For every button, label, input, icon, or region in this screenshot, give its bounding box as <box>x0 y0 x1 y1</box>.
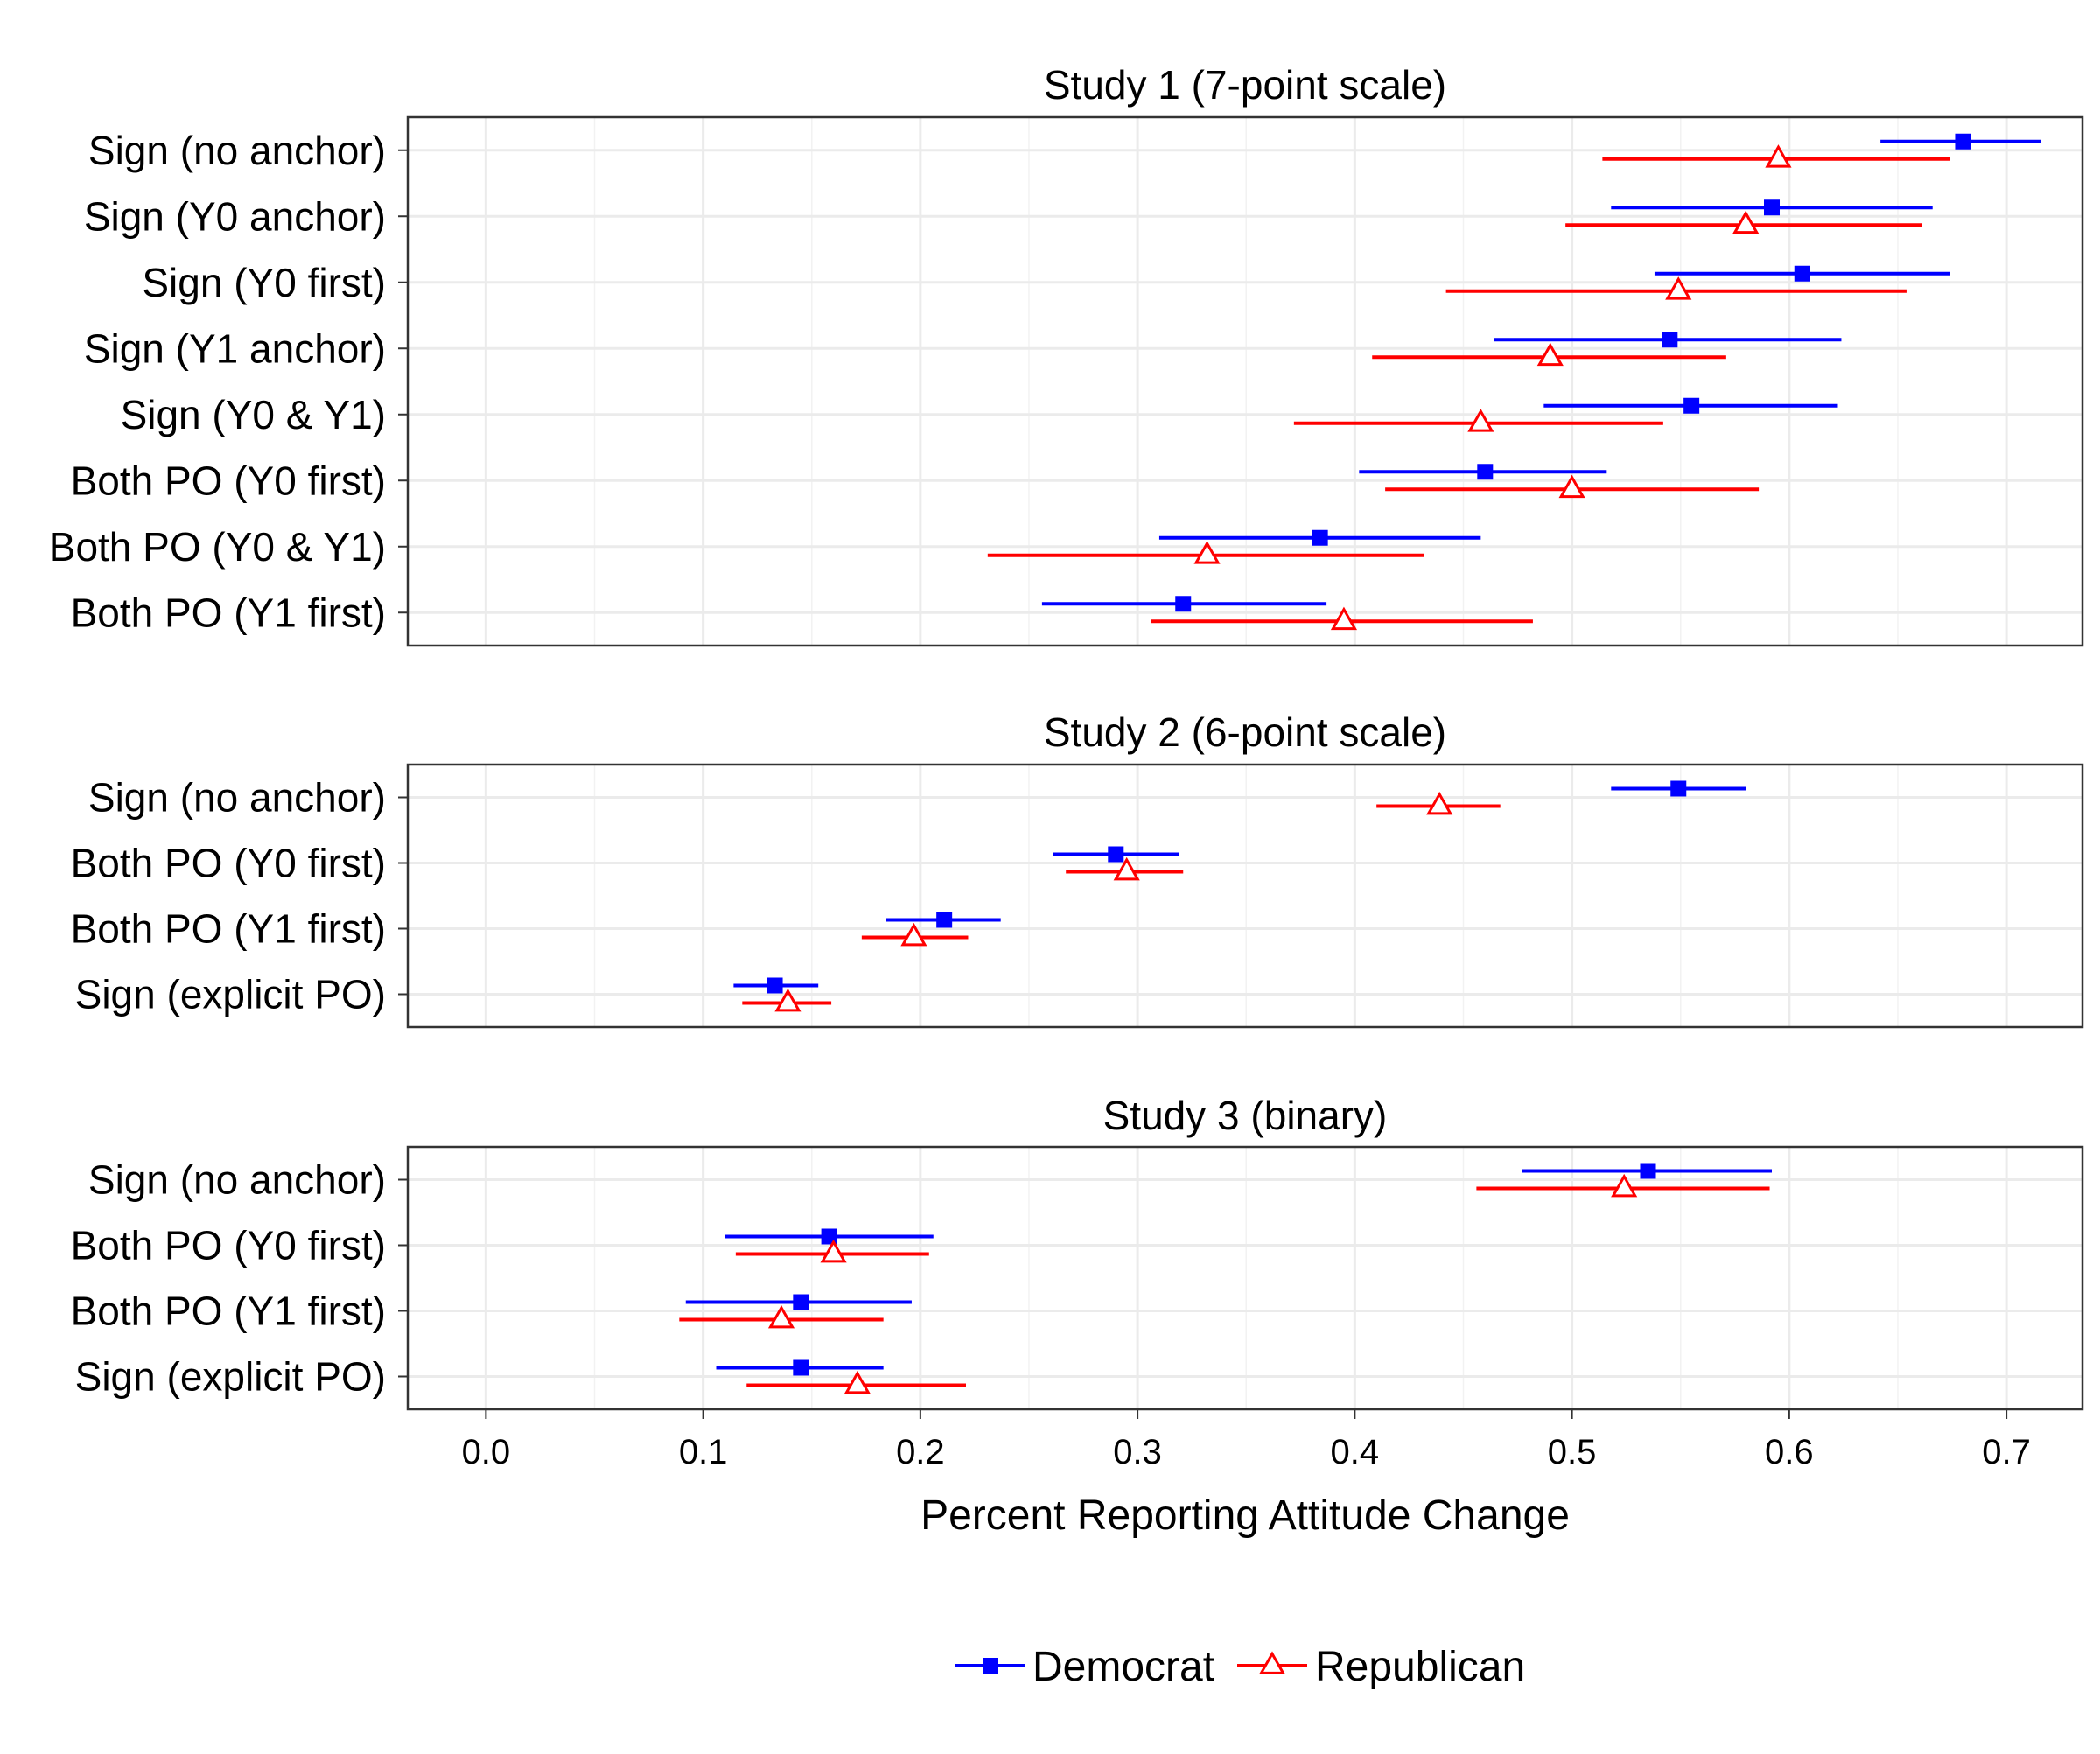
point-republican <box>844 1370 871 1394</box>
x-tick-label: 0.5 <box>1548 1433 1597 1471</box>
panel-1: Study 1 (7-point scale) Sign (no anchor) S… <box>49 62 2084 647</box>
panel-background <box>408 117 2082 646</box>
point-republican <box>1467 409 1494 432</box>
panel-2: Study 2 (6-point scale) Sign (no anchor) B… <box>71 709 2084 1029</box>
point-republican <box>900 922 928 947</box>
panel-title: Study 1 (7-point scale) <box>1044 62 1446 108</box>
category-label: Both PO (Y0 & Y1) <box>49 524 386 570</box>
x-tick-label: 0.1 <box>679 1433 728 1471</box>
point-democrat <box>1477 464 1494 480</box>
point-democrat <box>1662 332 1678 348</box>
category-label: Both PO (Y1 first) <box>71 590 386 635</box>
point-republican <box>767 1304 795 1329</box>
panel-border <box>406 115 2084 647</box>
point-republican <box>1665 276 1692 300</box>
x-tick-label: 0.2 <box>896 1433 945 1471</box>
panel-border <box>406 763 2084 1029</box>
category-label: Both PO (Y0 first) <box>71 458 386 503</box>
point-democrat <box>1794 265 1810 282</box>
category-label: Sign (Y0 anchor) <box>84 193 386 239</box>
category-label: Sign (no anchor) <box>88 775 386 821</box>
point-republican <box>1765 144 1792 168</box>
x-tick-label: 0.3 <box>1113 1433 1162 1471</box>
category-label: Both PO (Y0 first) <box>71 1223 386 1268</box>
point-democrat <box>1764 199 1781 216</box>
category-label: Sign (no anchor) <box>88 128 386 173</box>
point-republican <box>1194 541 1221 564</box>
legend-marker <box>1258 1651 1286 1674</box>
category-label: Sign (explicit PO) <box>75 972 386 1017</box>
point-republican <box>1536 342 1564 367</box>
point-republican <box>820 1239 847 1263</box>
category-label: Both PO (Y0 first) <box>71 841 386 886</box>
point-democrat <box>1175 596 1192 612</box>
category-label: Both PO (Y1 first) <box>71 1289 386 1334</box>
panel-background <box>408 765 2082 1027</box>
point-democrat <box>1670 780 1687 797</box>
category-label: Sign (Y0 first) <box>142 260 386 305</box>
x-axis-title: Percent Reporting Attitude Change <box>920 1492 1570 1539</box>
category-label: Sign (Y0 & Y1) <box>121 392 386 437</box>
point-democrat <box>1955 133 1971 150</box>
panels-layer: Study 1 (7-point scale)Sign (no anchor)S… <box>49 62 2084 1411</box>
legend: Democrat Republican <box>956 1644 1525 1690</box>
panel-background <box>408 1147 2082 1409</box>
legend-marker <box>983 1658 998 1674</box>
x-tick-label: 0.6 <box>1765 1433 1814 1471</box>
point-republican <box>774 988 802 1012</box>
point-republican <box>1558 474 1586 499</box>
x-axis: 0.0 0.1 0.2 0.3 0.4 0.5 0.6 0.7 <box>462 1409 2031 1471</box>
x-tick-label: 0.4 <box>1331 1433 1380 1471</box>
panel-3: Study 3 (binary) Sign (no anchor) Both PO … <box>71 1093 2084 1411</box>
legend-item-republican: Republican <box>1237 1644 1525 1690</box>
category-label: Sign (Y1 anchor) <box>84 325 386 371</box>
legend-item-democrat: Democrat <box>956 1644 1214 1690</box>
point-republican <box>1732 210 1760 234</box>
point-democrat <box>1312 529 1328 546</box>
category-label: Sign (explicit PO) <box>75 1354 386 1400</box>
category-label: Sign (no anchor) <box>88 1157 386 1203</box>
point-democrat <box>793 1359 809 1376</box>
point-democrat <box>1108 846 1124 863</box>
point-democrat <box>1640 1163 1656 1179</box>
x-tick-label: 0.7 <box>1982 1433 2031 1471</box>
legend-label: Democrat <box>1032 1644 1214 1690</box>
x-tick-label: 0.0 <box>462 1433 511 1471</box>
point-republican <box>1426 791 1453 815</box>
point-republican <box>1113 856 1140 881</box>
panel-title: Study 3 (binary) <box>1103 1093 1388 1138</box>
point-democrat <box>936 912 953 928</box>
category-label: Both PO (Y1 first) <box>71 906 386 952</box>
point-democrat <box>793 1294 809 1310</box>
point-republican <box>1330 606 1358 631</box>
point-democrat <box>766 977 783 994</box>
legend-label: Republican <box>1315 1644 1525 1690</box>
panel-title: Study 2 (6-point scale) <box>1044 709 1446 755</box>
point-republican <box>1611 1173 1638 1198</box>
panel-border <box>406 1145 2084 1411</box>
point-democrat <box>1684 397 1700 414</box>
